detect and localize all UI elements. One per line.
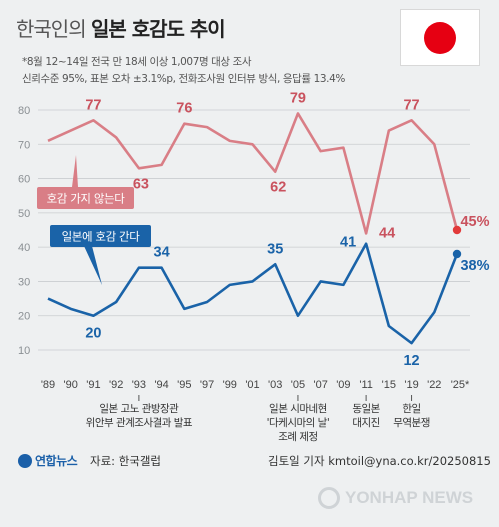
x-tick-label: '03	[268, 379, 282, 391]
value-label: 45%	[460, 214, 489, 230]
x-tick-label: '01	[245, 379, 259, 391]
value-label: 79	[290, 90, 306, 106]
legend-label-0: 호감 가지 않는다	[47, 192, 126, 206]
survey-method: 신뢰수준 95%, 표본 오차 ±3.1%p, 전화조사원 인터뷰 방식, 응답…	[22, 73, 345, 85]
series-points	[452, 225, 462, 259]
credit-text: 김토일 기자 kmtoil@yna.co.kr/20250815	[268, 454, 491, 468]
yonhap-logo: 연합뉴스	[18, 452, 78, 469]
legend-pointer-1	[84, 246, 102, 285]
y-tick-label: 50	[18, 208, 30, 220]
legend-box-1	[50, 225, 151, 247]
watermark-icon	[318, 487, 340, 509]
x-tick-label: '09	[336, 379, 350, 391]
x-tick-label: '94	[154, 379, 168, 391]
value-label: 38%	[460, 258, 489, 274]
value-label: 77	[403, 97, 419, 113]
value-label: 77	[85, 97, 101, 113]
annotation-text: 일본 시마네현	[269, 402, 327, 415]
series-end-point-0	[452, 225, 462, 235]
japan-flag-icon	[401, 10, 479, 65]
title-light: 한국인의	[16, 17, 87, 41]
x-tick-label: '97	[200, 379, 214, 391]
x-tick-label: '99	[223, 379, 237, 391]
x-tick-label: '89	[41, 379, 55, 391]
logo-text: 연합뉴스	[35, 454, 78, 468]
y-tick-label: 80	[18, 105, 30, 117]
x-tick-label: '95	[177, 379, 191, 391]
y-tick-label: 70	[18, 139, 30, 151]
survey-note: *8월 12~14일 전국 만 18세 이상 1,007명 대상 조사	[22, 56, 252, 68]
x-tick-label: '93	[132, 379, 146, 391]
annotation-text: 무역분쟁	[393, 417, 430, 429]
x-tick-label: '07	[313, 379, 327, 391]
value-label: 62	[270, 180, 286, 196]
legend-label-1: 일본에 호감 간다	[62, 230, 141, 244]
annotation-text: 한일	[402, 402, 420, 415]
x-tick-label: '22	[427, 379, 441, 391]
value-label: 12	[403, 353, 419, 369]
x-tick-label: '25*	[451, 379, 470, 391]
value-labels: 77 63 76 62 79 44 77 45% 20 34 35 41 12 38%	[85, 90, 489, 369]
legend-box-0	[37, 187, 134, 209]
x-axis: '89 '90 '91 '92 '93 '94 '95 '97 '99 '01 '03 '05 '07 '…	[41, 379, 470, 391]
series-lines	[47, 112, 459, 345]
annotation-text: 위안부 관계조사결과 발표	[86, 416, 193, 429]
x-tick-label: '15	[382, 379, 396, 391]
value-label: 35	[267, 241, 283, 257]
x-tick-label: '19	[404, 379, 418, 391]
title-bold: 일본 호감도 추이	[90, 17, 226, 41]
y-tick-label: 30	[18, 276, 30, 288]
x-tick-label: '91	[86, 379, 100, 391]
page-title: 한국인의 일본 호감도 추이	[16, 13, 226, 42]
value-label: 34	[154, 245, 170, 261]
x-tick-label: '05	[291, 379, 305, 391]
series-line-0	[47, 112, 459, 235]
watermark-text: YONHAP NEWS	[345, 488, 474, 507]
source-text: 자료: 한국갤럽	[90, 454, 162, 468]
y-tick-label: 40	[18, 242, 30, 254]
series-line-1	[47, 242, 459, 345]
annotation-text: 조례 제정	[278, 431, 317, 443]
x-tick-label: '90	[64, 379, 78, 391]
value-label: 76	[176, 101, 192, 117]
value-label: 41	[340, 235, 356, 251]
value-label: 63	[133, 176, 149, 192]
x-tick-label: '11	[359, 379, 373, 391]
annotation-text: 동일본	[352, 402, 380, 415]
annotation-text: 대지진	[352, 417, 379, 429]
y-tick-label: 60	[18, 174, 30, 186]
value-label: 20	[85, 326, 101, 342]
series-end-point-1	[452, 249, 462, 259]
x-tick-label: '92	[109, 379, 123, 391]
annotation-text: '다케시마의 날'	[267, 417, 330, 429]
y-tick-label: 20	[18, 311, 30, 323]
annotation-text: 일본 고노 관방장관	[99, 402, 179, 415]
y-tick-label: 10	[18, 345, 30, 357]
value-label: 44	[379, 225, 395, 241]
legend-pointer-0	[72, 155, 78, 187]
y-axis: 10 20 30 40 50 60 70 80	[18, 105, 30, 357]
watermark: YONHAP NEWS	[318, 487, 473, 509]
flag-red-disc	[424, 22, 456, 54]
yonhap-logo-icon	[18, 453, 32, 468]
